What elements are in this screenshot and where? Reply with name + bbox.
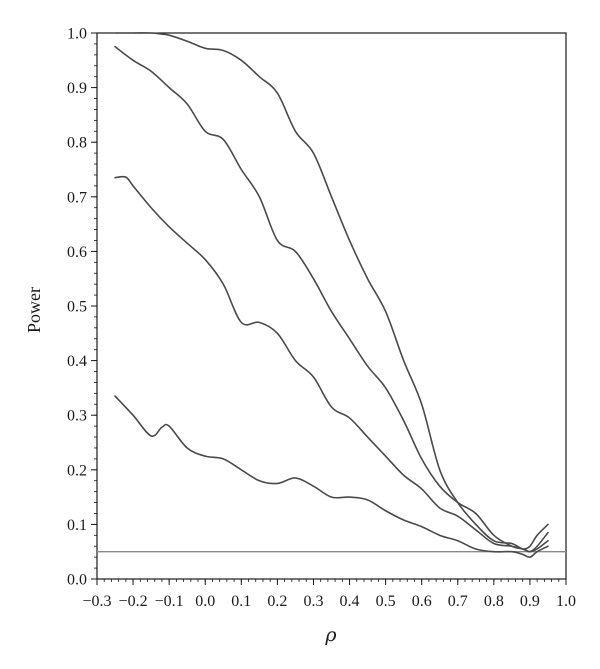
x-tick-label: 0.5 (376, 593, 396, 610)
x-tick-label: 0.8 (484, 593, 504, 610)
y-tick-label: 0.9 (67, 80, 87, 97)
series-line-1 (114, 32, 549, 550)
x-tick-label: 0.2 (267, 593, 287, 610)
series-line-2 (114, 45, 549, 553)
y-tick-label: 0.7 (67, 189, 87, 206)
x-tick-label: 0.7 (448, 593, 468, 610)
x-axis-label: ρ (324, 624, 337, 646)
x-tick-label: 0.3 (303, 593, 323, 610)
y-tick-label: 0.5 (67, 299, 87, 316)
series-line-4 (114, 395, 549, 559)
x-tick-label: −0.1 (155, 593, 184, 610)
y-tick-label: 0.8 (67, 135, 87, 152)
x-tick-label: 0.6 (412, 593, 432, 610)
y-tick-label: 0.4 (67, 353, 87, 370)
series-layer (114, 32, 549, 559)
x-tick-label: 0.4 (340, 593, 360, 610)
x-axis-ticks: −0.3 −0.2 −0.1 0.0 0.1 0.2 0.3 0.4 0.5 0.6 0.7 0.8 0… (82, 579, 576, 610)
y-axis-label: Power (24, 287, 44, 333)
y-tick-label: 0.3 (67, 408, 87, 425)
x-tick-label: −0.2 (119, 593, 148, 610)
y-tick-label: 0.0 (67, 572, 87, 589)
y-tick-label: 1.0 (67, 26, 87, 43)
y-tick-label: 0.6 (67, 244, 87, 261)
x-tick-label: 1.0 (556, 593, 576, 610)
series-line-3 (114, 175, 549, 553)
x-tick-label: −0.3 (82, 593, 111, 610)
y-tick-label: 0.2 (67, 462, 87, 479)
x-tick-label: 0.1 (231, 593, 251, 610)
x-tick-label: 0.0 (195, 593, 215, 610)
y-axis-ticks: 0.0 0.1 0.2 0.3 0.4 0.5 0.6 0.7 0.8 0.9 1.0 (67, 26, 97, 589)
x-tick-label: 0.9 (520, 593, 540, 610)
y-tick-label: 0.1 (67, 517, 87, 534)
